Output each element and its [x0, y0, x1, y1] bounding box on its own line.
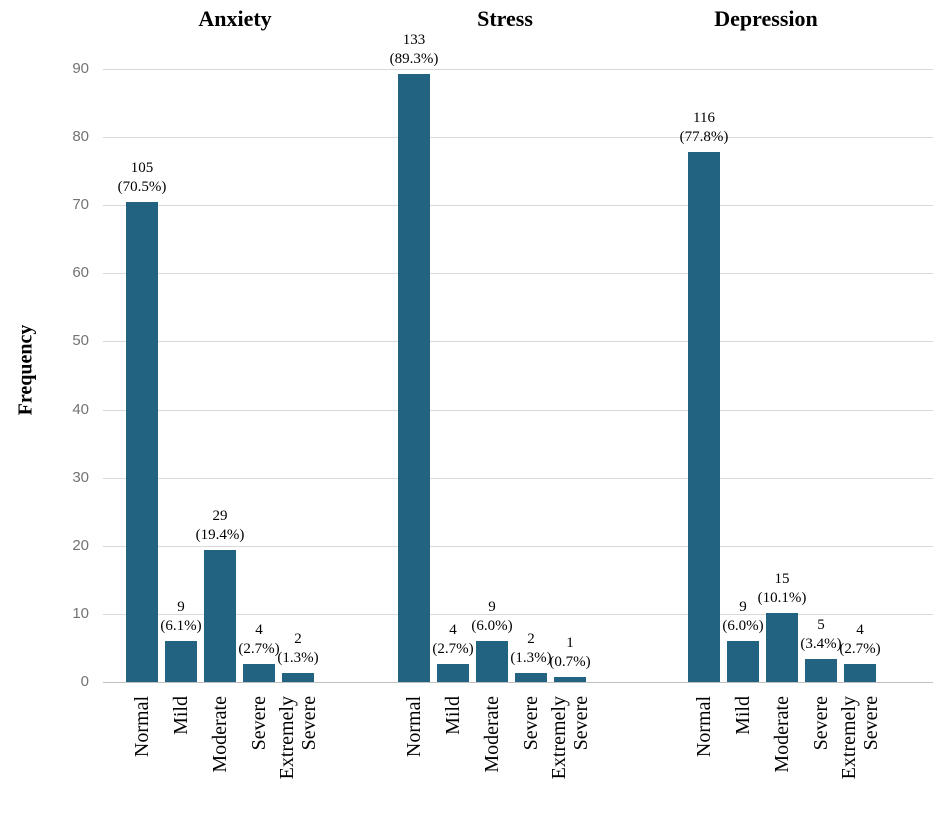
x-category-label-depression-extremely-severe: Extremely Severe [838, 696, 882, 780]
bar-depression-mild [727, 641, 759, 682]
y-tick-label-70: 70 [72, 196, 89, 214]
value-label-stress-mild: 4 (2.7%) [432, 621, 474, 657]
x-category-label-anxiety-moderate: Moderate [209, 696, 231, 773]
y-tick-label-30: 30 [72, 468, 89, 486]
x-axis-line [103, 682, 933, 683]
gridline-30 [103, 477, 933, 479]
bar-anxiety-severe [243, 663, 275, 682]
value-label-depression-mild: 9 (6.0%) [722, 599, 764, 635]
y-axis-label: Frequency [14, 324, 37, 416]
panel-title-depression: Depression [714, 6, 818, 31]
bar-stress-moderate [476, 641, 508, 682]
x-category-label-depression-severe: Severe [810, 696, 832, 751]
bar-stress-severe [515, 673, 547, 682]
value-label-anxiety-extremely-severe: 2 (1.3%) [277, 631, 319, 667]
bar-anxiety-mild [165, 640, 197, 682]
panel-title-stress: Stress [477, 6, 533, 31]
gridline-70 [103, 205, 933, 207]
bar-stress-extremely-severe [554, 677, 586, 682]
value-label-anxiety-moderate: 29 (19.4%) [195, 507, 245, 543]
y-tick-label-60: 60 [72, 264, 89, 282]
y-tick-label-40: 40 [72, 400, 89, 418]
value-label-stress-moderate: 9 (6.0%) [471, 599, 513, 635]
bar-depression-moderate [766, 613, 798, 682]
y-tick-label-0: 0 [80, 673, 89, 690]
x-category-label-depression-moderate: Moderate [771, 696, 793, 773]
gridline-20 [103, 545, 933, 547]
x-category-label-anxiety-normal: Normal [131, 696, 153, 758]
x-category-label-stress-mild: Mild [442, 696, 464, 735]
bar-stress-mild [437, 663, 469, 682]
gridline-90 [103, 69, 933, 70]
value-label-stress-extremely-severe: 1 (0.7%) [549, 635, 591, 671]
x-category-label-anxiety-severe: Severe [248, 696, 270, 751]
x-category-label-anxiety-extremely-severe: Extremely Severe [276, 696, 320, 780]
bar-depression-severe [805, 658, 837, 682]
value-label-stress-normal: 133 (89.3%) [389, 31, 439, 67]
value-label-anxiety-normal: 105 (70.5%) [117, 159, 167, 195]
x-category-label-stress-normal: Normal [403, 696, 425, 758]
x-category-label-stress-extremely-severe: Extremely Severe [548, 696, 592, 780]
x-category-label-stress-severe: Severe [520, 696, 542, 751]
x-category-label-depression-normal: Normal [693, 696, 715, 758]
value-label-anxiety-severe: 4 (2.7%) [238, 621, 280, 657]
value-label-depression-moderate: 15 (10.1%) [757, 571, 807, 607]
bar-anxiety-extremely-severe [282, 673, 314, 682]
value-label-anxiety-mild: 9 (6.1%) [160, 598, 202, 634]
y-tick-label-90: 90 [72, 60, 89, 77]
gridline-40 [103, 409, 933, 411]
bar-depression-normal [688, 152, 720, 682]
gridline-50 [103, 341, 933, 343]
y-tick-label-50: 50 [72, 332, 89, 350]
value-label-stress-severe: 2 (1.3%) [510, 631, 552, 667]
gridline-80 [103, 137, 933, 139]
gridline-10 [103, 613, 933, 615]
bar-anxiety-normal [126, 201, 158, 682]
y-tick-label-80: 80 [72, 128, 89, 146]
x-category-label-stress-moderate: Moderate [481, 696, 503, 773]
value-label-depression-normal: 116 (77.8%) [679, 110, 729, 146]
panel-title-anxiety: Anxiety [198, 6, 272, 31]
y-tick-label-10: 10 [72, 604, 89, 622]
x-category-label-anxiety-mild: Mild [170, 696, 192, 735]
gridline-60 [103, 273, 933, 275]
bar-depression-extremely-severe [844, 663, 876, 682]
value-label-depression-severe: 5 (3.4%) [800, 616, 842, 652]
value-label-depression-extremely-severe: 4 (2.7%) [839, 621, 881, 657]
bar-anxiety-moderate [204, 549, 236, 682]
x-category-label-depression-mild: Mild [732, 696, 754, 735]
bar-stress-normal [398, 73, 430, 682]
y-tick-label-20: 20 [72, 536, 89, 554]
